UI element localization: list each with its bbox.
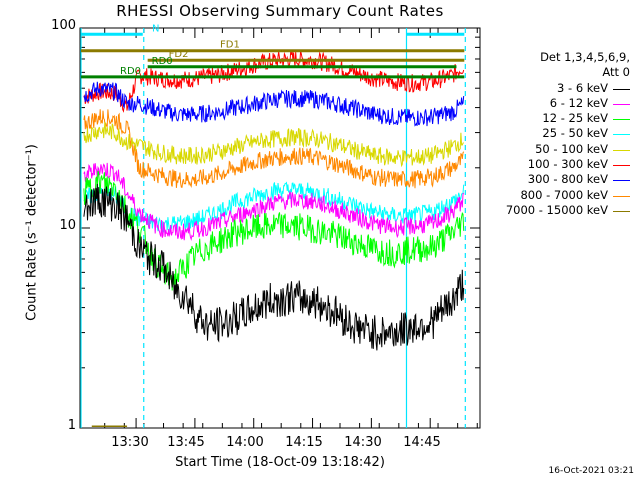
x-axis-label: Start Time (18-Oct-09 13:18:42)	[175, 455, 385, 470]
legend-entry: 100 - 300 keV	[482, 157, 638, 172]
legend-entry: 3 - 6 keV	[482, 81, 638, 96]
x-tick-label-1345: 13:45	[167, 435, 205, 450]
x-tick-label-1430: 14:30	[344, 435, 382, 450]
annotation-label: N	[152, 23, 159, 34]
y-tick-label-10: 10	[59, 218, 76, 233]
x-tick-label-1415: 14:15	[285, 435, 323, 450]
x-tick-label-1445: 14:45	[403, 435, 441, 450]
legend-entry: 6 - 12 keV	[482, 96, 638, 111]
y-tick-label-1: 1	[67, 418, 76, 433]
legend-label: 100 - 300 keV	[527, 157, 608, 172]
series-line-0	[83, 183, 465, 351]
legend-swatch	[613, 88, 630, 90]
series-line-4	[83, 121, 465, 168]
legend-label: 300 - 800 keV	[527, 172, 608, 187]
annotation-label: RD0	[120, 66, 141, 77]
legend-label: 800 - 7000 keV	[520, 187, 608, 202]
legend-label: 3 - 6 keV	[557, 80, 608, 95]
series-line-6	[83, 81, 465, 127]
legend-swatch	[613, 134, 630, 136]
legend-label: 6 - 12 keV	[549, 95, 608, 110]
legend-entry: 25 - 50 keV	[482, 126, 638, 141]
series-line-7	[83, 109, 465, 189]
legend-label: 7000 - 15000 keV	[505, 202, 608, 217]
legend-swatch	[613, 119, 630, 121]
legend-swatch	[613, 165, 630, 167]
legend-label: 12 - 25 keV	[542, 111, 608, 126]
legend-label: 50 - 100 keV	[535, 141, 608, 156]
legend-entry: 12 - 25 keV	[482, 111, 638, 126]
footer-timestamp: 16-Oct-2021 03:21	[548, 466, 634, 476]
legend-entry: 50 - 100 keV	[482, 142, 638, 157]
legend-swatch	[613, 195, 630, 197]
series-line-5	[83, 50, 465, 113]
legend-label: 25 - 50 keV	[542, 126, 608, 141]
legend-header-detectors: Det 1,3,4,5,6,9,	[540, 50, 630, 64]
x-tick-label-1400: 14:00	[226, 435, 264, 450]
legend-header-attenuator: Att 0	[602, 65, 630, 80]
chart-title: RHESSI Observing Summary Count Rates	[116, 2, 444, 20]
series-line-1	[83, 162, 465, 241]
legend-swatch	[613, 210, 630, 212]
legend-swatch	[613, 103, 630, 105]
legend-swatch	[613, 180, 630, 182]
legend-swatch	[613, 149, 630, 151]
annotation-label: FD2	[169, 49, 189, 60]
x-tick-label-1330: 13:30	[111, 435, 149, 450]
legend-entry: 300 - 800 keV	[482, 172, 638, 187]
legend-entry: 7000 - 15000 keV	[482, 203, 638, 218]
y-tick-label-100: 100	[51, 18, 76, 33]
legend-entry: 800 - 7000 keV	[482, 188, 638, 203]
annotation-label: RD0	[152, 56, 173, 67]
legend: Det 1,3,4,5,6,9, Att 0 3 - 6 keV 6 - 12 …	[482, 50, 638, 218]
annotation-label: FD1	[220, 40, 240, 51]
